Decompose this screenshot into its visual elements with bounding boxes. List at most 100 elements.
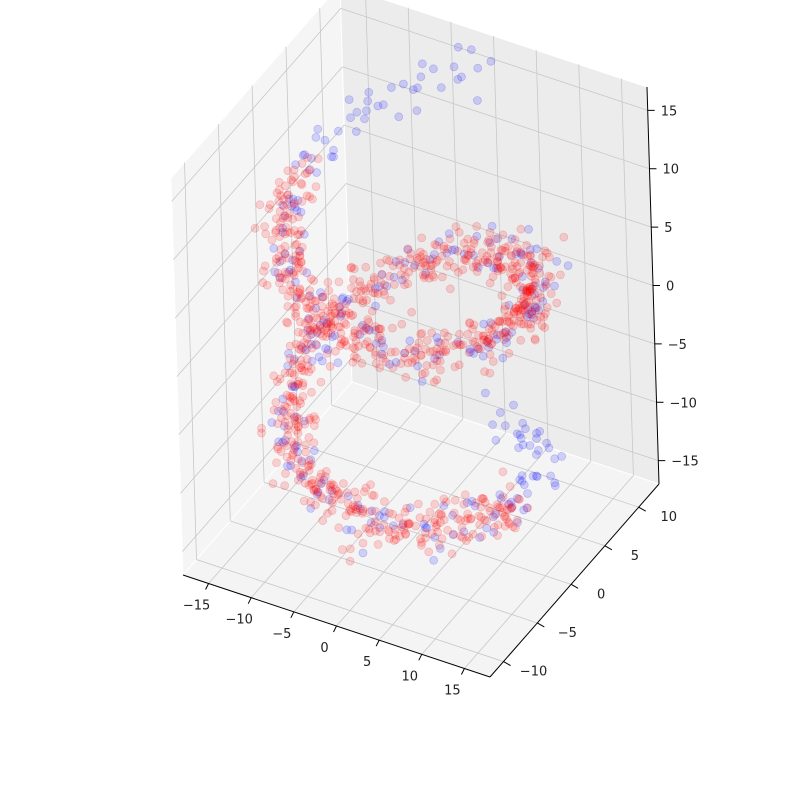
data-point bbox=[473, 344, 483, 354]
y-axis-line bbox=[489, 483, 660, 678]
data-point bbox=[487, 339, 497, 348]
data-point bbox=[438, 347, 448, 357]
data-point bbox=[479, 319, 489, 329]
data-point bbox=[280, 368, 290, 378]
data-point bbox=[305, 413, 315, 423]
tick-labels: −15 −10 −5 0 5 10 15 −10 −5 0 5 10 −15 −10 −5 0 5 10 15 bbox=[183, 104, 699, 698]
data-point bbox=[421, 533, 431, 543]
data-point bbox=[285, 397, 295, 407]
data-point bbox=[288, 394, 298, 404]
data-point bbox=[290, 202, 300, 212]
data-point bbox=[514, 317, 524, 326]
data-point bbox=[269, 371, 279, 381]
data-point bbox=[289, 199, 299, 209]
data-point bbox=[284, 421, 294, 431]
data-point bbox=[364, 524, 374, 534]
data-point bbox=[466, 514, 476, 523]
data-point bbox=[510, 235, 520, 245]
data-point bbox=[531, 278, 541, 288]
data-point bbox=[276, 447, 286, 456]
data-point bbox=[349, 332, 359, 342]
grid-line-z-left bbox=[178, 241, 349, 436]
data-point bbox=[449, 62, 459, 72]
data-point bbox=[334, 302, 344, 312]
data-point bbox=[277, 273, 287, 283]
data-point bbox=[301, 447, 311, 457]
data-point bbox=[386, 83, 396, 92]
data-point bbox=[420, 368, 430, 378]
data-point bbox=[309, 421, 319, 431]
data-point bbox=[417, 376, 427, 386]
data-point bbox=[477, 248, 487, 258]
grid-line-z-back bbox=[342, 66, 650, 170]
data-point bbox=[546, 471, 555, 481]
data-point bbox=[522, 240, 531, 250]
data-point bbox=[389, 280, 399, 289]
data-point bbox=[531, 303, 540, 313]
data-point bbox=[376, 338, 386, 348]
data-point bbox=[350, 344, 360, 354]
data-point bbox=[288, 177, 298, 187]
data-point bbox=[512, 247, 522, 257]
data-point bbox=[500, 301, 510, 311]
data-point bbox=[420, 528, 430, 537]
data-point bbox=[541, 309, 550, 318]
data-point bbox=[449, 508, 459, 518]
data-point bbox=[335, 322, 345, 332]
data-point bbox=[293, 428, 303, 438]
data-point bbox=[461, 516, 470, 526]
data-point bbox=[331, 484, 341, 494]
data-point bbox=[530, 302, 540, 312]
data-point bbox=[283, 361, 293, 371]
data-point bbox=[391, 535, 401, 544]
data-point bbox=[518, 440, 528, 450]
data-point bbox=[424, 547, 434, 557]
data-point bbox=[335, 302, 345, 312]
data-point bbox=[439, 515, 449, 525]
data-point bbox=[523, 302, 532, 312]
data-point bbox=[294, 344, 304, 354]
data-point bbox=[303, 315, 313, 325]
data-point bbox=[294, 247, 304, 256]
data-point bbox=[352, 508, 361, 517]
data-point bbox=[409, 346, 419, 356]
data-point bbox=[323, 345, 333, 355]
data-point bbox=[381, 357, 391, 367]
data-point bbox=[292, 441, 302, 451]
data-point bbox=[313, 124, 323, 134]
data-point bbox=[280, 417, 290, 427]
data-point bbox=[464, 532, 474, 542]
data-point bbox=[327, 506, 337, 516]
data-point bbox=[365, 343, 375, 353]
data-point bbox=[525, 261, 534, 271]
data-point bbox=[291, 425, 301, 435]
data-point bbox=[512, 261, 522, 271]
data-point bbox=[334, 301, 344, 311]
data-point bbox=[267, 418, 277, 427]
data-point bbox=[260, 222, 270, 231]
data-point bbox=[343, 499, 353, 508]
data-point bbox=[515, 494, 524, 504]
data-point bbox=[286, 280, 296, 290]
data-point bbox=[501, 327, 510, 337]
data-point bbox=[527, 284, 537, 294]
data-point bbox=[463, 250, 473, 260]
data-point bbox=[519, 292, 529, 302]
data-point bbox=[345, 544, 355, 554]
data-point bbox=[439, 328, 449, 338]
data-point bbox=[298, 328, 308, 338]
data-point bbox=[432, 520, 442, 530]
data-point bbox=[415, 513, 425, 522]
data-point bbox=[510, 273, 520, 283]
data-point bbox=[417, 328, 427, 338]
data-point bbox=[288, 255, 298, 265]
data-point bbox=[390, 524, 400, 534]
data-point bbox=[304, 466, 314, 476]
data-point bbox=[289, 271, 299, 280]
data-point bbox=[288, 381, 298, 391]
data-point bbox=[336, 328, 346, 338]
data-point bbox=[398, 520, 408, 530]
data-point bbox=[394, 112, 404, 122]
data-point bbox=[305, 325, 315, 335]
data-point bbox=[289, 226, 299, 235]
